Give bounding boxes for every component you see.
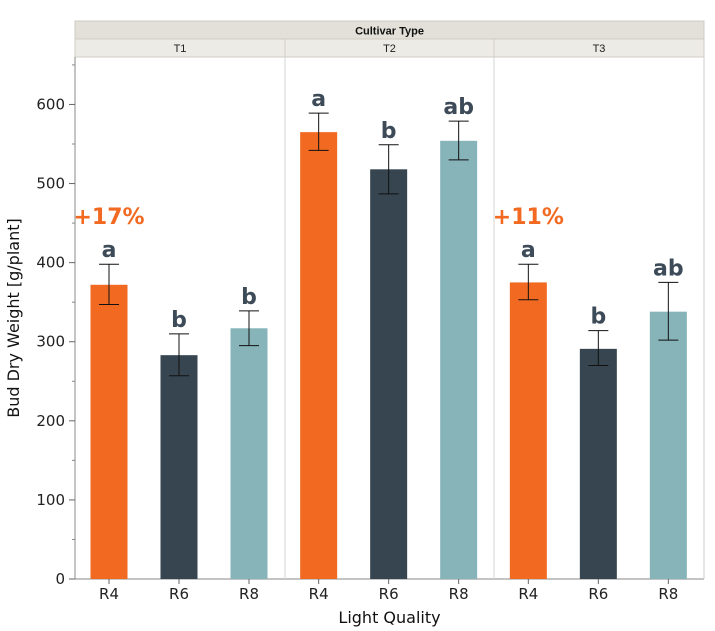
y-tick-label: 600 (36, 95, 65, 113)
x-tick-label-T3-R4: R4 (518, 585, 538, 603)
y-axis: 0 100 200 300 400 500 600 (36, 64, 75, 588)
x-tick-label-T1-R6: R6 (169, 585, 189, 603)
significance-label-T2-R6: b (381, 119, 397, 144)
x-tick-label-T3-R6: R6 (588, 585, 608, 603)
bar-T1-R8 (230, 328, 268, 579)
bar-T1-R4 (90, 284, 128, 579)
panel-label-T1: T1 (174, 43, 187, 55)
bar-T2-R4 (300, 132, 338, 580)
x-tick-label-T2-R4: R4 (309, 585, 329, 603)
bar-T1-R6 (160, 355, 198, 579)
bar-T3-R4 (509, 282, 547, 579)
increase-annotation-T3: +11% (493, 205, 564, 230)
increase-annotation-T1: +17% (73, 205, 144, 230)
significance-label-T2-R8: ab (443, 95, 474, 120)
panel-header-T3-bg (493, 38, 705, 58)
panel-label-T2: T2 (383, 43, 396, 55)
significance-label-T3-R6: b (590, 305, 606, 330)
x-axis-title: Light Quality (338, 608, 440, 627)
significance-label-T1-R4: a (102, 238, 117, 263)
x-axis: R4 R6 R8 R4 R6 R8 R4 R6 R8 (99, 579, 678, 603)
strip-title: Cultivar Type (355, 26, 424, 38)
y-tick-label: 500 (36, 175, 65, 193)
significance-label-T2-R4: a (311, 87, 326, 112)
y-tick-label: 0 (55, 570, 65, 588)
significance-label-T3-R4: a (521, 238, 536, 263)
y-axis-title: Bud Dry Weight [g/plant] (4, 218, 23, 418)
bar-T3-R8 (649, 311, 687, 579)
significance-label-T3-R8: ab (653, 256, 684, 281)
bar-T2-R6 (370, 169, 408, 580)
y-tick-label: 300 (36, 333, 65, 351)
x-tick-label-T2-R8: R8 (449, 585, 469, 603)
x-tick-label-T1-R8: R8 (239, 585, 259, 603)
panel-label-T3: T3 (593, 43, 606, 55)
significance-label-T1-R8: b (241, 285, 257, 310)
x-tick-label-T3-R8: R8 (658, 585, 678, 603)
facet-strip: Cultivar Type T1 T2 T3 (74, 20, 705, 58)
y-tick-label: 200 (36, 412, 65, 430)
y-tick-label: 100 (36, 491, 65, 509)
x-tick-label-T2-R6: R6 (379, 585, 399, 603)
significance-label-T1-R6: b (171, 308, 187, 333)
y-tick-label: 400 (36, 254, 65, 272)
bar-T2-R8 (440, 140, 478, 579)
bar-T3-R6 (579, 348, 617, 579)
x-tick-label-T1-R4: R4 (99, 585, 119, 603)
